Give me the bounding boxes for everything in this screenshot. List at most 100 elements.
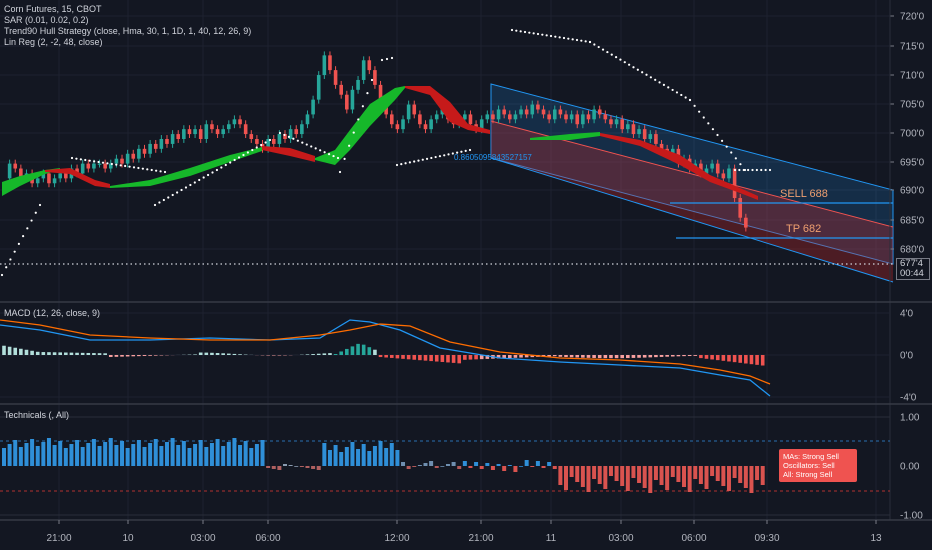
sar-dot — [198, 178, 201, 182]
macd-histogram-bar — [474, 355, 478, 360]
macd-histogram-bar — [406, 355, 411, 360]
technicals-bar — [406, 466, 411, 469]
sar-dot — [523, 30, 527, 34]
technicals-bar — [294, 466, 299, 467]
sar-dot — [464, 149, 467, 152]
macd-legend[interactable]: MACD (12, 26, close, 9) — [4, 308, 101, 318]
sar-dot — [554, 35, 557, 38]
sar-dot — [220, 166, 223, 169]
technicals-bar — [468, 466, 473, 468]
hull-strategy-legend[interactable]: Trend90 Hull Strategy (close, Hma, 30, 1… — [4, 26, 252, 36]
sar-dot — [215, 168, 219, 172]
candle-body — [41, 173, 46, 179]
macd-histogram-bar — [434, 355, 439, 362]
price-tick-label: 680'0 — [900, 245, 925, 256]
sar-dot — [764, 168, 767, 172]
symbol-title[interactable]: Corn Futures, 15, CBOT — [4, 4, 102, 14]
candle-body — [727, 168, 731, 179]
macd-histogram-bar — [440, 355, 445, 362]
macd-histogram-bar — [760, 355, 765, 366]
linreg-legend[interactable]: Lin Reg (2, -2, 48, close) — [4, 37, 103, 47]
macd-histogram-bar — [715, 355, 720, 361]
technicals-bar — [339, 452, 344, 466]
macd-histogram-bar — [569, 355, 574, 358]
sar-dot — [150, 168, 153, 172]
sar-dot — [641, 71, 644, 74]
macd-histogram-bar — [609, 355, 613, 359]
sell-order-label: SELL 688 — [780, 188, 828, 200]
technicals-bar — [401, 462, 406, 466]
sar-dot — [176, 191, 179, 194]
macd-histogram-bar — [210, 352, 214, 355]
sar-dot — [425, 157, 429, 160]
price-axis[interactable]: 720'0 715'0 710'0 705'0 700'0 695'0 690'0 685'0… — [889, 0, 925, 520]
technicals-bar — [490, 466, 495, 470]
candle-body — [47, 173, 51, 184]
sar-dot — [519, 30, 522, 33]
technicals-bar — [103, 442, 108, 466]
sar-legend[interactable]: SAR (0.01, 0.02, 0.2) — [4, 15, 89, 25]
technicals-bar — [423, 463, 428, 466]
technicals-bar — [153, 439, 158, 466]
technicals-bar — [648, 466, 653, 493]
technicals-bar — [356, 449, 361, 466]
macd-histogram-bar — [496, 355, 501, 359]
pane-separators[interactable] — [0, 301, 932, 521]
sar-dot — [141, 167, 144, 170]
candle-body — [519, 109, 523, 115]
macd-histogram-bar — [620, 355, 624, 359]
macd-histogram-bar — [581, 355, 585, 358]
macd-histogram-bar — [97, 353, 102, 355]
technicals-bar — [496, 464, 501, 466]
technicals-bar — [541, 466, 546, 468]
candle-body — [114, 158, 119, 164]
sar-dot — [184, 186, 188, 189]
macd-histogram-bar — [479, 355, 484, 360]
sar-dot — [662, 83, 666, 86]
technicals-bar — [412, 466, 417, 467]
time-tick-label: 21:00 — [46, 533, 71, 544]
technicals-bar — [440, 466, 445, 467]
macd-histogram-bar — [373, 349, 377, 355]
macd-histogram-bar — [463, 355, 467, 360]
sar-dot — [332, 154, 335, 158]
sar-dot — [159, 170, 162, 173]
technicals-bar — [637, 466, 642, 483]
macd-histogram-bar — [35, 351, 40, 355]
sar-dot — [137, 166, 140, 170]
technicals-bar — [485, 463, 490, 466]
candle-body — [92, 163, 96, 169]
sar-dot — [296, 139, 299, 142]
time-tick-label: 21:00 — [468, 533, 493, 544]
technicals-bar — [91, 439, 96, 466]
technicals-bar — [676, 466, 681, 482]
macd-histogram-bar — [305, 354, 310, 355]
technicals-bar — [395, 450, 400, 466]
technicals-bar — [131, 444, 136, 466]
macd-histogram-bar — [322, 353, 327, 355]
technicals-bar — [586, 466, 591, 492]
sar-dot — [167, 196, 170, 199]
candle-body — [732, 168, 737, 199]
macd-histogram-bar — [727, 355, 731, 362]
macd-histogram-bar — [513, 355, 518, 358]
technicals-legend[interactable]: Technicals (, All) — [4, 410, 70, 420]
candle-body — [496, 109, 501, 120]
sar-dot — [163, 170, 167, 174]
sar-dot — [654, 78, 657, 81]
macd-histogram-bar — [92, 353, 96, 355]
time-axis[interactable]: 21:00 10 03:00 06:00 12:00 21:00 11 03:00 06:00 0… — [46, 520, 882, 544]
last-price-value: 677'4 — [900, 258, 923, 269]
technicals-bar — [665, 466, 670, 490]
technicals-bar — [311, 466, 316, 469]
sar-dot — [314, 147, 317, 150]
sar-dot — [645, 73, 648, 76]
macd-histogram-bar — [485, 355, 490, 359]
order-lines[interactable]: SELL 688 TP 682 — [0, 188, 893, 265]
sar-dot — [93, 160, 96, 163]
candle-body — [721, 173, 726, 179]
sar-dot — [623, 61, 626, 64]
technicals-bar — [569, 466, 574, 477]
sar-dot — [400, 163, 403, 166]
